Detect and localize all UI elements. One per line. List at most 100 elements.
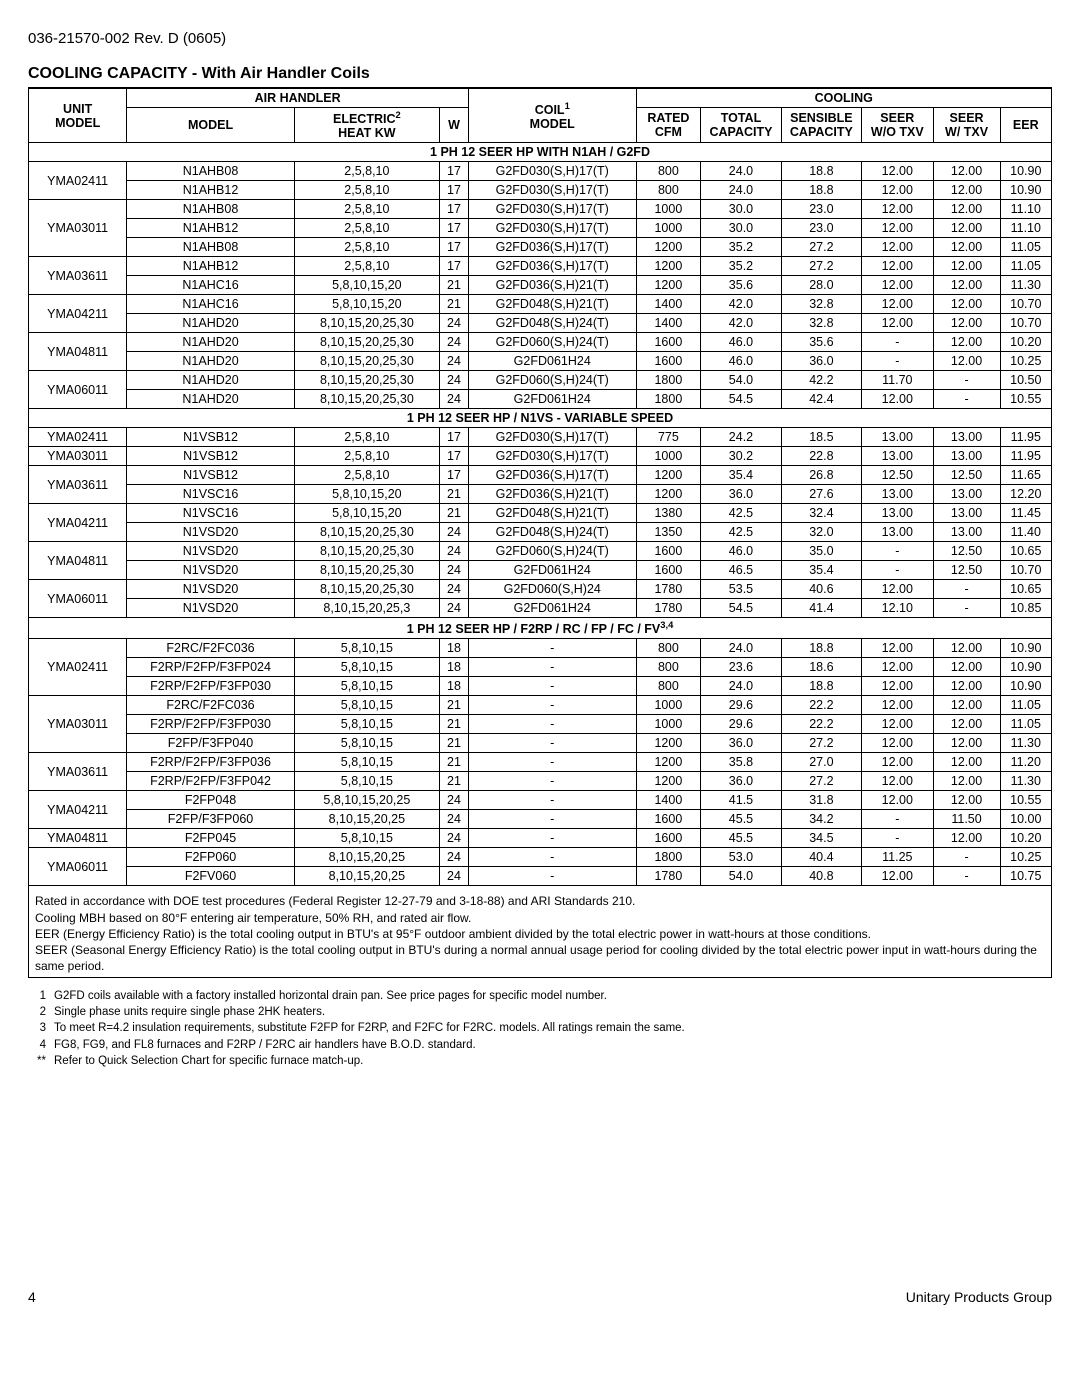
coil-cell: G2FD036(S,H)17(T) — [468, 466, 636, 485]
eer-cell: 10.55 — [1000, 390, 1051, 409]
swo-cell: 11.70 — [862, 371, 933, 390]
coil-cell: G2FD030(S,H)17(T) — [468, 219, 636, 238]
sw-cell: 11.50 — [933, 810, 1000, 829]
w-cell: 24 — [439, 371, 468, 390]
kw-cell: 5,8,10,15 — [294, 715, 439, 734]
eer-cell: 10.55 — [1000, 791, 1051, 810]
coil-cell: - — [468, 696, 636, 715]
eer-cell: 11.05 — [1000, 257, 1051, 276]
swo-cell: 12.00 — [862, 276, 933, 295]
hdr-coil-model: COIL1MODEL — [468, 89, 636, 143]
ah-model-cell: N1AHC16 — [127, 295, 295, 314]
eer-cell: 11.65 — [1000, 466, 1051, 485]
sw-cell: - — [933, 371, 1000, 390]
cfm-cell: 1000 — [636, 447, 701, 466]
coil-cell: G2FD030(S,H)17(T) — [468, 200, 636, 219]
sw-cell: 12.00 — [933, 734, 1000, 753]
swo-cell: 12.00 — [862, 734, 933, 753]
kw-cell: 2,5,8,10 — [294, 219, 439, 238]
ah-model-cell: F2RC/F2FC036 — [127, 696, 295, 715]
footnote: 4FG8, FG9, and FL8 furnaces and F2RP / F… — [28, 1037, 1052, 1053]
tc-cell: 54.0 — [701, 867, 781, 886]
swo-cell: 12.00 — [862, 219, 933, 238]
kw-cell: 5,8,10,15,20 — [294, 295, 439, 314]
eer-cell: 10.70 — [1000, 314, 1051, 333]
tc-cell: 45.5 — [701, 829, 781, 848]
kw-cell: 8,10,15,20,25,30 — [294, 390, 439, 409]
sw-cell: 12.00 — [933, 238, 1000, 257]
ah-model-cell: N1AHB12 — [127, 181, 295, 200]
cfm-cell: 1200 — [636, 753, 701, 772]
sc-cell: 40.4 — [781, 848, 861, 867]
sw-cell: 13.00 — [933, 447, 1000, 466]
sc-cell: 32.8 — [781, 295, 861, 314]
ah-model-cell: N1VSC16 — [127, 485, 295, 504]
coil-cell: G2FD061H24 — [468, 352, 636, 371]
sc-cell: 18.8 — [781, 677, 861, 696]
footnote: 1G2FD coils available with a factory ins… — [28, 988, 1052, 1004]
cfm-cell: 1780 — [636, 580, 701, 599]
ah-model-cell: N1AHB08 — [127, 200, 295, 219]
w-cell: 17 — [439, 200, 468, 219]
swo-cell: 12.00 — [862, 162, 933, 181]
coil-cell: G2FD048(S,H)24(T) — [468, 314, 636, 333]
unit-model-cell: YMA04811 — [29, 542, 127, 580]
ah-model-cell: N1VSD20 — [127, 580, 295, 599]
cfm-cell: 1600 — [636, 810, 701, 829]
ah-model-cell: F2FV060 — [127, 867, 295, 886]
unit-model-cell: YMA04211 — [29, 295, 127, 333]
cfm-cell: 1200 — [636, 257, 701, 276]
kw-cell: 8,10,15,20,25 — [294, 867, 439, 886]
ah-model-cell: F2FP/F3FP060 — [127, 810, 295, 829]
capacity-table: UNITMODELAIR HANDLERCOIL1MODELCOOLINGMOD… — [28, 88, 1052, 886]
swo-cell: 12.00 — [862, 257, 933, 276]
tc-cell: 35.4 — [701, 466, 781, 485]
unit-model-cell: YMA03611 — [29, 753, 127, 791]
ah-model-cell: F2RP/F2FP/F3FP030 — [127, 715, 295, 734]
unit-model-cell: YMA03611 — [29, 257, 127, 295]
tc-cell: 35.2 — [701, 238, 781, 257]
kw-cell: 5,8,10,15,20 — [294, 504, 439, 523]
eer-cell: 10.85 — [1000, 599, 1051, 618]
w-cell: 17 — [439, 466, 468, 485]
notes-box: Rated in accordance with DOE test proced… — [28, 886, 1052, 978]
ah-model-cell: N1VSB12 — [127, 466, 295, 485]
tc-cell: 54.0 — [701, 371, 781, 390]
cfm-cell: 1400 — [636, 314, 701, 333]
swo-cell: 12.00 — [862, 867, 933, 886]
sw-cell: 12.00 — [933, 696, 1000, 715]
cfm-cell: 1200 — [636, 485, 701, 504]
sc-cell: 27.2 — [781, 772, 861, 791]
sc-cell: 27.6 — [781, 485, 861, 504]
w-cell: 21 — [439, 734, 468, 753]
kw-cell: 8,10,15,20,25 — [294, 848, 439, 867]
w-cell: 24 — [439, 390, 468, 409]
coil-cell: G2FD030(S,H)17(T) — [468, 428, 636, 447]
tc-cell: 54.5 — [701, 599, 781, 618]
tc-cell: 24.0 — [701, 639, 781, 658]
w-cell: 24 — [439, 542, 468, 561]
tc-cell: 30.0 — [701, 200, 781, 219]
kw-cell: 5,8,10,15,20 — [294, 485, 439, 504]
ah-model-cell: F2FP060 — [127, 848, 295, 867]
w-cell: 21 — [439, 753, 468, 772]
eer-cell: 11.40 — [1000, 523, 1051, 542]
sc-cell: 36.0 — [781, 352, 861, 371]
kw-cell: 5,8,10,15,20 — [294, 276, 439, 295]
ah-model-cell: N1AHD20 — [127, 352, 295, 371]
kw-cell: 8,10,15,20,25,30 — [294, 314, 439, 333]
swo-cell: 12.00 — [862, 639, 933, 658]
w-cell: 17 — [439, 428, 468, 447]
ah-model-cell: F2RP/F2FP/F3FP036 — [127, 753, 295, 772]
section-header: 1 PH 12 SEER HP WITH N1AH / G2FD — [29, 143, 1052, 162]
eer-cell: 10.75 — [1000, 867, 1051, 886]
sw-cell: 12.00 — [933, 162, 1000, 181]
sw-cell: 12.00 — [933, 639, 1000, 658]
tc-cell: 29.6 — [701, 696, 781, 715]
sc-cell: 32.0 — [781, 523, 861, 542]
coil-cell: G2FD060(S,H)24(T) — [468, 333, 636, 352]
swo-cell: 12.00 — [862, 580, 933, 599]
eer-cell: 11.30 — [1000, 734, 1051, 753]
sw-cell: 12.00 — [933, 791, 1000, 810]
swo-cell: 12.00 — [862, 238, 933, 257]
